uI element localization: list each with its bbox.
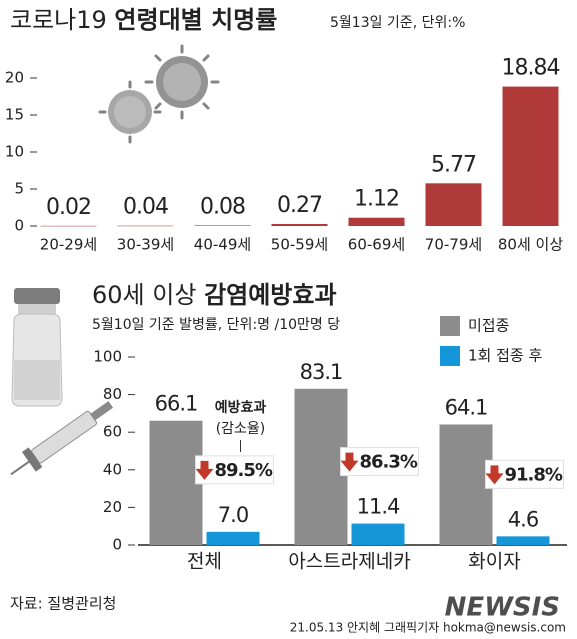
- annotation: 예방효과: [215, 399, 267, 416]
- chart-subtitle: 5월13일 기준, 단위:%: [330, 15, 465, 31]
- x-tick-label: 20-29세: [40, 236, 97, 254]
- vaccine-illustration: [10, 288, 114, 476]
- logo: NEWSIS: [445, 593, 560, 623]
- x-tick-label: 80세 이상: [498, 236, 563, 254]
- legend-swatch: [440, 346, 460, 366]
- value-label: 5.77: [431, 152, 476, 177]
- reduction-label: 86.3%: [360, 452, 418, 473]
- value-label: 0.27: [277, 193, 322, 218]
- bar: [502, 86, 559, 226]
- y-tick-label: 20: [5, 69, 24, 87]
- title-part: 연령대별 치명률: [114, 6, 277, 34]
- legend-swatch: [440, 316, 460, 336]
- down-arrow: [485, 465, 504, 485]
- y-tick-label: 60: [103, 423, 122, 441]
- title-part: 60세 이상: [92, 281, 196, 309]
- x-tick-label: 60-69세: [348, 236, 405, 254]
- x-tick-label: 30-39세: [117, 236, 174, 254]
- bar: [294, 388, 348, 545]
- bar: [425, 183, 482, 226]
- bar: [206, 531, 260, 545]
- fatality-chart: 코로나19 연령대별 치명률 5월13일 기준, 단위:% 0 5 10 15 20 20…: [5, 6, 563, 254]
- x-tick-label: 아스트라제네카: [288, 551, 410, 573]
- x-tick-label: 50-59세: [271, 236, 328, 254]
- bar: [348, 217, 405, 226]
- down-arrow: [340, 452, 359, 472]
- value-label: 11.4: [357, 495, 400, 519]
- value-label: 7.0: [218, 503, 248, 527]
- down-arrow: [195, 460, 214, 480]
- value-label: 64.1: [445, 395, 488, 419]
- bar: [271, 224, 328, 226]
- bar: [149, 420, 203, 545]
- chart-title: 코로나19 연령대별 치명률: [10, 6, 277, 34]
- chart-subtitle: 5월10일 기준 발병률, 단위:명 /10만명 당: [92, 317, 340, 333]
- y-tick-label: 40: [103, 460, 122, 478]
- y-tick-label: 0: [14, 217, 24, 235]
- vaccine-chart: 60세 이상 감염예방효과 5월10일 기준 발병률, 단위:명 /10만명 당…: [92, 281, 567, 573]
- y-tick-label: 100: [93, 348, 122, 366]
- reduction-label: 91.8%: [505, 464, 563, 485]
- x-tick-label: 전체: [187, 551, 222, 573]
- x-tick-label: 70-79세: [425, 236, 482, 254]
- x-tick-label: 40-49세: [194, 236, 251, 254]
- y-tick-label: 80: [103, 385, 122, 403]
- value-label: 83.1: [300, 360, 343, 384]
- bar: [117, 225, 174, 227]
- value-label: 66.1: [155, 392, 198, 416]
- value-label: 18.84: [502, 56, 560, 81]
- virus-illustration: [98, 44, 220, 144]
- credit: 21.05.13 안지혜 그래픽기자 hokma@newsis.com: [290, 621, 566, 635]
- value-label: 0.04: [123, 195, 168, 220]
- value-label: 0.02: [46, 195, 91, 220]
- y-tick-label: 10: [5, 143, 24, 161]
- value-label: 1.12: [354, 187, 399, 212]
- y-tick-label: 0: [112, 536, 122, 554]
- legend-label: 미접종: [468, 317, 509, 335]
- source: 자료: 질병관리청: [10, 595, 116, 613]
- y-tick-label: 20: [103, 498, 122, 516]
- bar: [439, 424, 493, 545]
- annotation: (감소율): [216, 421, 266, 437]
- y-tick-label: 15: [5, 106, 24, 124]
- bar: [194, 225, 251, 226]
- value-label: 0.08: [200, 194, 245, 219]
- legend-label: 1회 접종 후: [468, 347, 542, 365]
- reduction-label: 89.5%: [215, 460, 273, 481]
- bar: [351, 523, 405, 545]
- chart-title: 60세 이상 감염예방효과: [92, 281, 337, 309]
- y-tick-label: 5: [14, 180, 24, 198]
- bar: [496, 536, 550, 545]
- title-part: 감염예방효과: [204, 281, 336, 309]
- title-part: 코로나19: [10, 6, 107, 34]
- x-tick-label: 화이자: [468, 551, 520, 573]
- value-label: 4.6: [508, 507, 539, 531]
- bar: [40, 225, 97, 227]
